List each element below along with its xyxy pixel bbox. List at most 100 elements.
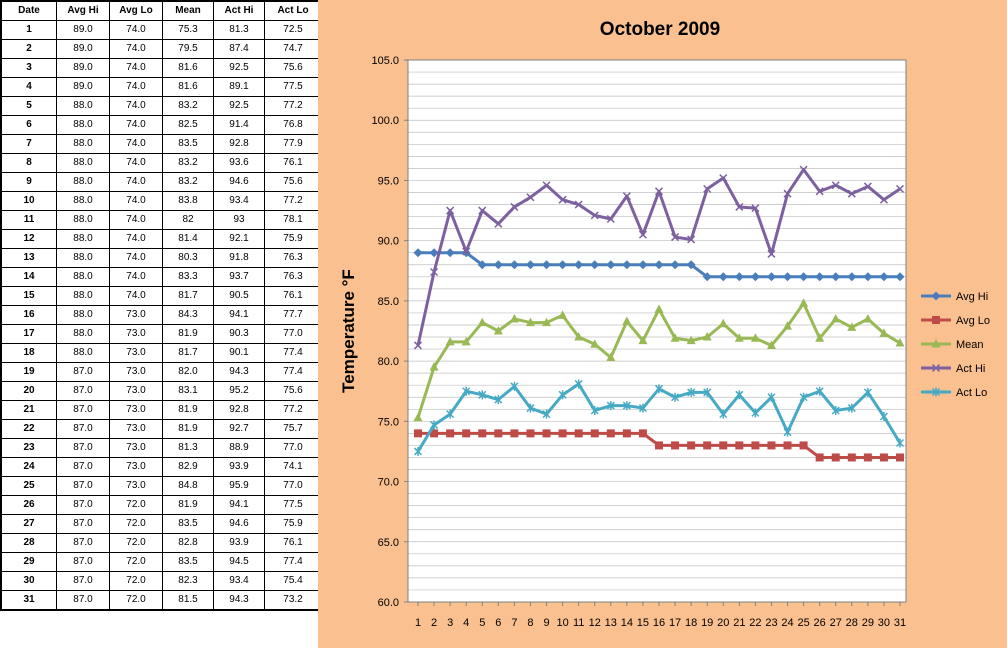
table-row: 5 88.0 74.0 83.2 92.5 77.2 (0, 96, 323, 116)
value-cell: 88.0 (56, 172, 110, 192)
value-cell: 77.2 (264, 96, 323, 116)
data-point (429, 248, 439, 258)
value-cell: 74.0 (109, 229, 163, 249)
data-point (879, 453, 888, 462)
value-cell: 75.4 (264, 571, 323, 591)
data-point (413, 341, 423, 350)
data-point (718, 318, 728, 328)
legend-label: Avg Hi (956, 291, 988, 303)
table-row: 7 88.0 74.0 83.5 92.8 77.9 (0, 134, 323, 154)
value-cell: 87.0 (56, 362, 110, 382)
data-point (654, 304, 664, 313)
table-row: 31 87.0 72.0 81.5 94.3 73.2 (0, 590, 323, 611)
date-cell: 31 (0, 590, 57, 611)
value-cell: 76.1 (264, 153, 323, 173)
date-cell: 28 (0, 533, 57, 553)
table-row: 6 88.0 74.0 82.5 91.4 76.8 (0, 115, 323, 135)
table-row: 25 87.0 73.0 84.8 95.9 77.0 (0, 476, 323, 496)
value-cell: 92.1 (213, 229, 265, 249)
value-cell: 94.6 (213, 514, 265, 534)
date-cell: 8 (0, 153, 57, 173)
value-cell: 77.5 (264, 77, 323, 97)
data-point (831, 405, 840, 415)
legend-marker (932, 316, 940, 324)
data-point (718, 272, 728, 282)
value-cell: 82.0 (162, 362, 214, 382)
value-cell: 83.2 (162, 153, 214, 173)
data-point (510, 202, 519, 211)
value-cell: 75.9 (264, 514, 323, 534)
date-cell: 1 (0, 20, 57, 40)
data-point (735, 202, 744, 211)
y-tick-label: 95.0 (378, 175, 399, 187)
data-point (430, 267, 439, 277)
value-cell: 74.0 (109, 191, 163, 211)
data-point (590, 339, 600, 348)
x-tick-label: 21 (733, 617, 745, 629)
data-point (494, 219, 503, 228)
value-cell: 94.1 (213, 305, 265, 325)
data-point (895, 338, 905, 347)
data-point (542, 260, 552, 270)
value-cell: 73.0 (109, 343, 163, 363)
data-point (510, 429, 519, 438)
y-tick-label: 60.0 (378, 597, 399, 609)
data-point (525, 260, 535, 270)
series-mean (413, 298, 905, 422)
data-point (558, 195, 567, 204)
value-cell: 73.0 (109, 324, 163, 344)
value-cell: 74.0 (109, 39, 163, 59)
value-cell: 74.0 (109, 58, 163, 78)
x-tick-label: 24 (781, 617, 793, 629)
value-cell: 88.0 (56, 286, 110, 306)
data-point (751, 408, 760, 418)
data-point (606, 401, 615, 411)
data-point (735, 441, 744, 450)
data-point (413, 248, 423, 258)
value-cell: 72.0 (109, 533, 163, 553)
data-point (879, 412, 888, 422)
value-cell: 93.6 (213, 153, 265, 173)
legend-item: Act Lo (921, 387, 987, 399)
data-point (783, 427, 792, 437)
table-row: 20 87.0 73.0 83.1 95.2 75.6 (0, 381, 323, 401)
value-cell: 93.9 (213, 533, 265, 553)
data-point (655, 441, 663, 450)
value-cell: 75.6 (264, 381, 323, 401)
data-point (719, 174, 728, 183)
value-cell: 74.0 (109, 96, 163, 116)
data-point (574, 429, 583, 438)
data-point (638, 403, 647, 413)
value-cell: 75.3 (162, 20, 214, 40)
data-point (590, 260, 600, 270)
data-point (734, 272, 744, 282)
table-row: 15 88.0 74.0 81.7 90.5 76.1 (0, 286, 323, 306)
data-point (509, 260, 519, 270)
data-point (638, 335, 648, 345)
value-cell: 80.3 (162, 248, 214, 268)
data-point (686, 260, 696, 270)
value-cell: 75.9 (264, 229, 323, 249)
value-cell: 82.3 (162, 571, 214, 591)
value-cell: 81.4 (162, 229, 214, 249)
value-cell: 73.0 (109, 476, 163, 496)
data-point (574, 200, 583, 209)
value-cell: 88.0 (56, 267, 110, 287)
value-cell: 75.6 (264, 58, 323, 78)
value-cell: 82.8 (162, 533, 214, 553)
data-point (847, 189, 856, 198)
value-cell: 83.8 (162, 191, 214, 211)
value-cell: 72.0 (109, 590, 163, 611)
table-row: 30 87.0 72.0 82.3 93.4 75.4 (0, 571, 323, 591)
date-cell: 9 (0, 172, 57, 192)
value-cell: 73.0 (109, 419, 163, 439)
date-cell: 12 (0, 229, 57, 249)
data-point (815, 187, 824, 196)
date-cell: 19 (0, 362, 57, 382)
y-tick-label: 65.0 (378, 537, 399, 549)
value-cell: 90.5 (213, 286, 265, 306)
value-cell: 81.9 (162, 419, 214, 439)
data-point (831, 272, 841, 282)
value-cell: 88.0 (56, 324, 110, 344)
data-point (831, 181, 840, 190)
